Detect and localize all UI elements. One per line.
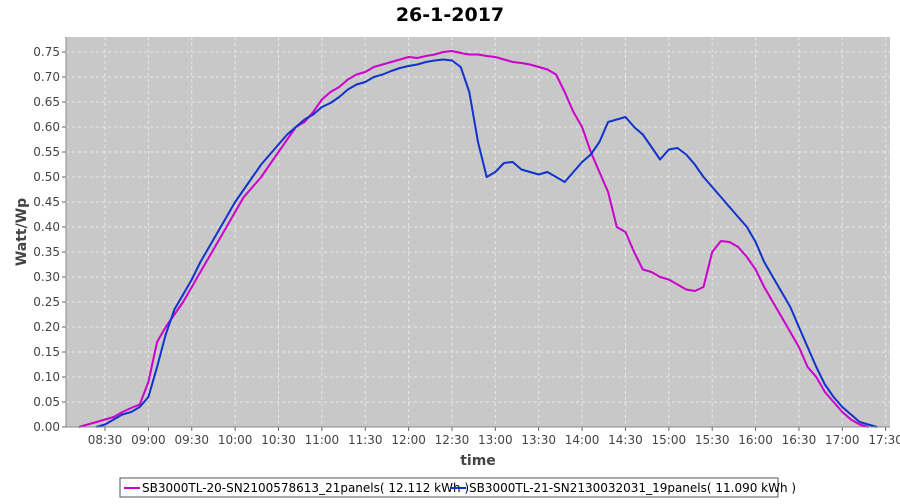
x-axis-label: time xyxy=(460,453,496,469)
x-tick-label: 15:30 xyxy=(695,433,730,447)
x-tick-label: 14:30 xyxy=(608,433,643,447)
x-tick-label: 14:00 xyxy=(565,433,600,447)
y-tick-label: 0.00 xyxy=(33,420,60,434)
x-tick-label: 16:00 xyxy=(738,433,773,447)
y-tick-label: 0.60 xyxy=(33,120,60,134)
axes xyxy=(62,37,890,431)
x-tick-label: 13:30 xyxy=(521,433,556,447)
x-tick-label: 11:00 xyxy=(305,433,340,447)
y-tick-label: 0.55 xyxy=(33,145,60,159)
y-tick-label: 0.10 xyxy=(33,370,60,384)
legend-label-series-1: SB3000TL-20-SN2100578613_21panels( 12.11… xyxy=(142,481,469,495)
x-tick-label: 10:30 xyxy=(261,433,296,447)
y-tick-label: 0.35 xyxy=(33,245,60,259)
x-tick-label: 08:30 xyxy=(88,433,123,447)
y-tick-label: 0.45 xyxy=(33,195,60,209)
series-layer xyxy=(78,50,878,428)
y-tick-label: 0.25 xyxy=(33,295,60,309)
y-tick-label: 0.15 xyxy=(33,345,60,359)
series-line-1 xyxy=(78,50,869,428)
series-line-2 xyxy=(96,58,878,428)
y-tick-label: 0.50 xyxy=(33,170,60,184)
x-tick-labels: 08:30 09:00 09:30 10:00 10:30 11:00 11:30 12:00… xyxy=(88,433,900,447)
x-tick-label: 16:30 xyxy=(782,433,817,447)
y-tick-label: 0.40 xyxy=(33,220,60,234)
x-tick-label: 10:00 xyxy=(218,433,253,447)
legend-box xyxy=(119,477,779,498)
x-tick-label: 15:00 xyxy=(652,433,687,447)
x-tick-label: 13:00 xyxy=(478,433,513,447)
y-tick-label: 0.65 xyxy=(33,95,60,109)
legend: SB3000TL-20-SN2100578613_21panels( 12.11… xyxy=(119,477,796,498)
y-tick-label: 0.05 xyxy=(33,395,60,409)
plot-area xyxy=(66,37,890,427)
y-axis-label: Watt/Wp xyxy=(14,198,30,266)
y-tick-label: 0.70 xyxy=(33,70,60,84)
x-tick-label: 12:30 xyxy=(435,433,470,447)
x-tick-label: 09:00 xyxy=(131,433,166,447)
y-tick-label: 0.20 xyxy=(33,320,60,334)
x-tick-label: 11:30 xyxy=(348,433,383,447)
y-tick-label: 0.30 xyxy=(33,270,60,284)
y-tick-label: 0.75 xyxy=(33,45,60,59)
y-tick-labels: 0.00 0.05 0.10 0.15 0.20 0.25 0.30 0.35 0.40 0.45… xyxy=(33,45,60,434)
x-tick-label: 17:00 xyxy=(825,433,860,447)
chart-title: 26-1-2017 xyxy=(396,4,504,26)
x-tick-label: 12:00 xyxy=(391,433,426,447)
x-tick-label: 09:30 xyxy=(174,433,209,447)
x-tick-label: 17:30 xyxy=(868,433,900,447)
legend-label-series-2: SB3000TL-21-SN2130032031_19panels( 11.09… xyxy=(469,481,796,495)
